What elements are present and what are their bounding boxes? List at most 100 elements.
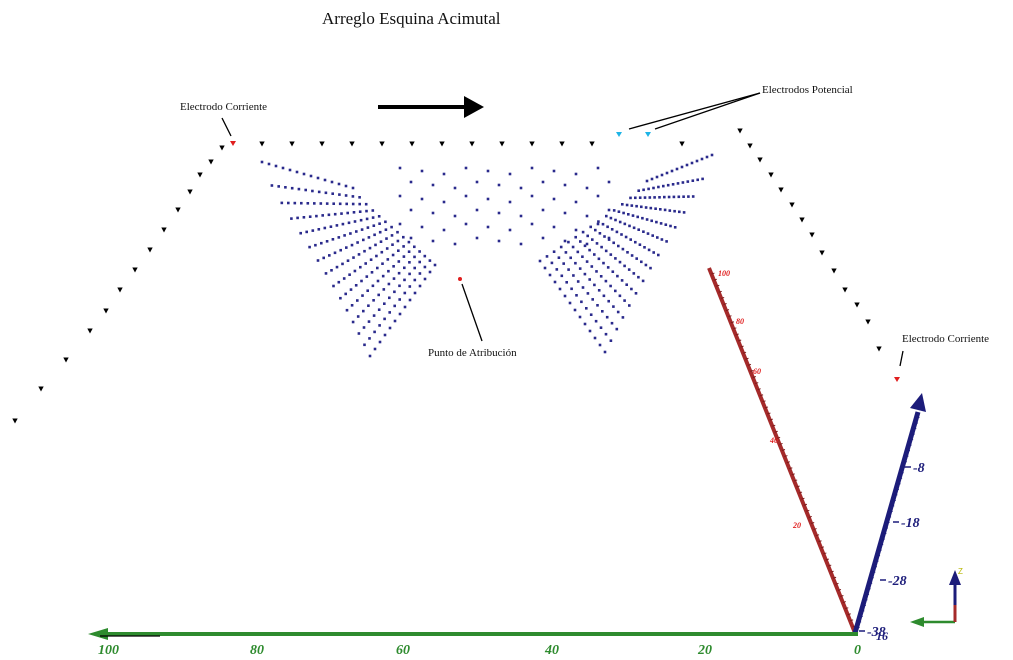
y-minor-tick — [842, 601, 846, 604]
data-point — [627, 268, 631, 271]
data-point — [356, 315, 360, 318]
data-point — [576, 280, 580, 283]
y-minor-tick — [713, 278, 718, 281]
data-point — [373, 330, 376, 334]
data-point — [407, 250, 411, 253]
data-point — [563, 294, 567, 298]
data-point — [388, 296, 391, 300]
x-tick-label: 60 — [396, 643, 410, 658]
data-point — [647, 187, 650, 191]
data-point — [617, 210, 621, 213]
data-point — [431, 211, 435, 215]
data-point — [656, 236, 659, 239]
data-point — [629, 196, 632, 200]
data-point — [321, 214, 324, 217]
data-point — [316, 176, 320, 180]
electrode-marker — [757, 157, 763, 163]
y-minor-tick — [776, 436, 781, 439]
data-point — [366, 289, 369, 292]
data-point — [354, 284, 358, 287]
data-point — [453, 186, 457, 190]
data-point — [559, 245, 563, 249]
data-point — [678, 210, 681, 214]
y-minor-tick — [801, 497, 805, 500]
x-tick-label: 0 — [854, 643, 861, 658]
data-point — [379, 240, 383, 243]
data-point — [686, 180, 690, 183]
data-point — [657, 185, 660, 189]
data-point — [611, 270, 615, 273]
data-point — [586, 292, 590, 295]
data-point — [331, 192, 334, 195]
data-point — [331, 238, 335, 241]
data-point — [402, 255, 406, 258]
y-minor-tick — [830, 570, 834, 573]
data-point — [317, 190, 321, 194]
z-axis: -8 -18 -28 -38 — [852, 393, 926, 640]
data-point — [423, 265, 427, 269]
y-minor-tick — [742, 351, 747, 354]
data-point — [571, 245, 575, 249]
data-point — [302, 172, 306, 176]
y-minor-tick — [832, 576, 837, 579]
data-point — [607, 180, 611, 184]
data-point — [380, 250, 384, 254]
data-point — [614, 289, 617, 293]
data-point — [635, 257, 638, 260]
data-point — [667, 195, 671, 199]
data-point — [626, 251, 629, 254]
data-point — [598, 232, 602, 235]
data-point — [475, 208, 479, 212]
data-point — [357, 332, 361, 335]
data-point — [423, 277, 427, 281]
electrode-marker — [499, 141, 505, 147]
data-point — [408, 261, 411, 264]
data-point — [543, 266, 547, 270]
data-point — [621, 203, 624, 206]
data-point — [351, 320, 355, 324]
pseudosection-points — [260, 153, 714, 358]
data-point — [335, 224, 339, 227]
data-point — [346, 259, 350, 262]
data-point — [578, 267, 582, 270]
data-point — [594, 228, 597, 232]
electrode-marker — [469, 141, 475, 147]
data-point — [519, 214, 523, 218]
data-point — [423, 254, 427, 258]
data-point — [682, 211, 686, 214]
data-point — [383, 317, 386, 321]
y-minor-tick — [818, 540, 822, 543]
data-point — [281, 166, 285, 170]
data-point — [563, 239, 567, 243]
data-point — [641, 216, 644, 220]
data-point — [573, 308, 577, 312]
data-point — [390, 225, 393, 229]
current-electrode-left-label: Electrodo Corriente — [180, 101, 267, 113]
data-point — [655, 220, 658, 224]
data-point — [621, 316, 625, 319]
electrode-marker — [87, 328, 93, 334]
x-tick-label: 20 — [697, 643, 712, 658]
data-point — [609, 339, 613, 342]
data-point — [630, 287, 633, 291]
data-point — [655, 175, 659, 179]
y-minor-tick — [730, 321, 735, 324]
data-point — [342, 277, 346, 280]
z-tick-label: -18 — [901, 516, 920, 531]
data-point — [351, 202, 355, 206]
electrode-marker — [208, 159, 214, 165]
data-point — [623, 222, 627, 226]
electrode-marker — [747, 143, 753, 149]
data-point — [671, 183, 675, 186]
data-point — [344, 292, 347, 296]
y-minor-tick — [740, 345, 744, 348]
y-tick-label: 20 — [792, 521, 801, 530]
data-point — [663, 195, 666, 199]
data-point — [383, 333, 387, 337]
data-point — [381, 262, 384, 265]
data-point — [393, 319, 397, 323]
data-point — [691, 195, 695, 198]
data-point — [599, 326, 603, 329]
data-point — [631, 214, 635, 217]
data-point — [329, 225, 333, 228]
